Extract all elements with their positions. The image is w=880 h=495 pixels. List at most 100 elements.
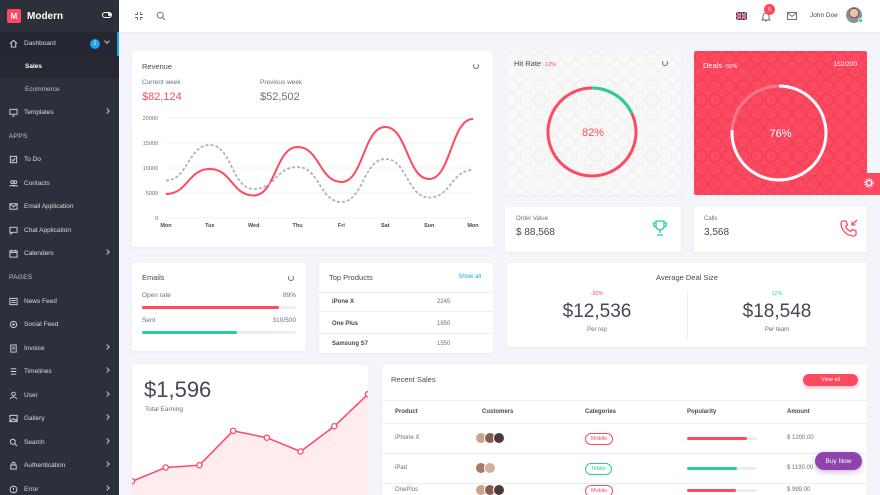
sidebar-item-dashboard[interactable]: Dashboard 2 <box>0 32 119 56</box>
lock-icon <box>9 461 18 470</box>
sidebar-item-gallery[interactable]: Gallery <box>0 407 119 431</box>
user-name[interactable]: John Doe <box>810 12 838 19</box>
avg-deal-title: Average Deal Size <box>656 273 718 282</box>
sidebar-item-newsfeed[interactable]: News Feed <box>0 290 119 314</box>
per-rep-value: $12,536 <box>562 301 632 322</box>
chevron-right-icon <box>104 461 110 467</box>
deals-card: Deals -55% 152/200 76% <box>694 51 867 195</box>
brand-logo: M <box>7 9 21 23</box>
earning-point <box>297 448 304 455</box>
refresh-icon[interactable] <box>662 60 668 66</box>
show-all-link[interactable]: Show all <box>458 274 481 280</box>
row-amount: $ 999.00 <box>787 487 811 493</box>
column-header: Customers <box>482 409 514 415</box>
earning-point <box>229 427 237 435</box>
top-products-card: Top Products Show all iPone X 2245 One Pl… <box>319 263 493 353</box>
sidebar-item-timelines[interactable]: Timelines <box>0 360 119 384</box>
earning-point <box>162 464 169 471</box>
buy-now-button[interactable]: Buy Now <box>815 452 862 470</box>
search-icon[interactable] <box>156 11 166 23</box>
sidebar-item-calenders[interactable]: Calenders <box>0 242 119 266</box>
sidebar-item-todo[interactable]: To Do <box>0 148 119 172</box>
open-rate-fill <box>142 306 280 309</box>
y-tick-label: 5000 <box>146 191 158 197</box>
order-value-amount: $ 88,568 <box>516 227 555 238</box>
product-count: 1550 <box>437 341 451 347</box>
table-row[interactable]: OnePlus Mobile $ 999.00 <box>382 484 867 495</box>
popularity-fill <box>687 467 738 470</box>
x-tick-label: Tue <box>205 223 214 229</box>
product-count: 2245 <box>437 299 451 305</box>
row-product: iPhone X <box>395 435 420 441</box>
product-row[interactable]: iPone X 2245 <box>319 292 493 312</box>
table-row[interactable]: iPhone X Mobile $ 1200.00 <box>382 424 867 454</box>
sidebar-item-sales[interactable]: Sales <box>0 55 119 78</box>
hit-rate-gauge <box>546 86 638 178</box>
product-name: Samsung S7 <box>332 341 369 347</box>
sidebar-item-label: Error <box>24 485 39 493</box>
refresh-icon[interactable] <box>288 275 294 281</box>
revenue-chart: 0 5000 10000 15000 20000 Mon Tue Wed Thu Fri Sat Su… <box>143 116 480 229</box>
mail-icon <box>9 202 18 211</box>
sidebar-item-socialfeed[interactable]: Social Feed <box>0 313 119 337</box>
view-all-button[interactable]: View all <box>803 374 858 386</box>
sidebar-item-email[interactable]: Email Application <box>0 195 119 219</box>
deals-gauge <box>730 84 828 182</box>
recent-sales-card: Recent Sales View all Product Customers … <box>382 365 867 495</box>
sidebar-toggle-icon[interactable] <box>102 12 112 18</box>
users-icon <box>9 179 18 188</box>
product-row[interactable]: Samsung S7 1550 <box>319 335 493 353</box>
customer-avatars <box>475 484 505 495</box>
user-icon <box>9 391 18 400</box>
hit-rate-card: Hit Rate -12% 82% <box>505 51 681 195</box>
sidebar-item-contacts[interactable]: Contacts <box>0 172 119 196</box>
column-header: Amount <box>787 409 810 415</box>
refresh-icon[interactable] <box>473 63 479 69</box>
product-row[interactable]: One Plus 1850 <box>319 314 493 334</box>
table-row[interactable]: iPad Teblet $ 1190.00 <box>382 454 867 484</box>
earning-label: Total Earning <box>145 406 183 413</box>
sidebar-item-chat[interactable]: Chat Application <box>0 219 119 243</box>
column-header: Product <box>395 409 418 415</box>
sidebar-item-user[interactable]: User <box>0 384 119 408</box>
column-header: Categories <box>585 409 617 415</box>
product-divider <box>319 292 493 293</box>
sidebar-item-invoice[interactable]: Invoice <box>0 337 119 361</box>
deals-count: 152/200 <box>833 61 858 68</box>
popularity-fill <box>687 489 736 492</box>
sidebar-item-ecommerce[interactable]: Ecommerce <box>25 85 60 93</box>
sidebar-item-label: Invoice <box>24 344 45 352</box>
sidebar-item-error[interactable]: Error <box>0 478 119 495</box>
series-line <box>165 118 474 197</box>
popularity-bar <box>687 467 757 470</box>
invoice-icon <box>9 344 18 353</box>
deals-change: -55% <box>724 64 738 70</box>
flag-uk-icon[interactable] <box>736 12 747 20</box>
monitor-icon <box>9 108 18 117</box>
todo-icon <box>9 155 18 164</box>
fullscreen-icon[interactable] <box>134 11 144 23</box>
calls-value: 3,568 <box>704 227 730 238</box>
sidebar-item-label: Templates <box>24 108 54 116</box>
mail-icon[interactable] <box>787 12 797 22</box>
sidebar-item-authentication[interactable]: Authentication <box>0 454 119 478</box>
sidebar-item-search[interactable]: Search <box>0 431 119 455</box>
sidebar-item-label: Dashboard <box>24 40 56 48</box>
per-rep-change: -30% <box>590 291 604 297</box>
x-tick-label: Thu <box>293 223 303 229</box>
chevron-right-icon <box>104 367 110 373</box>
sent-value: 310/500 <box>272 317 297 324</box>
previous-week-label: Previous week <box>260 79 303 86</box>
current-week-label: Current week <box>142 79 181 86</box>
customizer-toggle[interactable] <box>858 173 880 195</box>
notification-badge: 5 <box>764 4 775 15</box>
earning-area <box>132 394 368 495</box>
sidebar-item-label: User <box>24 391 38 399</box>
sidebar-item-label: Contacts <box>24 179 50 187</box>
chevron-right-icon <box>104 343 110 350</box>
brand[interactable]: M Modern <box>0 0 119 32</box>
sidebar-item-templates[interactable]: Templates <box>0 101 119 125</box>
hit-rate-title-text: Hit Rate <box>514 59 542 68</box>
chevron-right-icon <box>104 437 110 444</box>
y-tick-label: 0 <box>155 216 158 222</box>
